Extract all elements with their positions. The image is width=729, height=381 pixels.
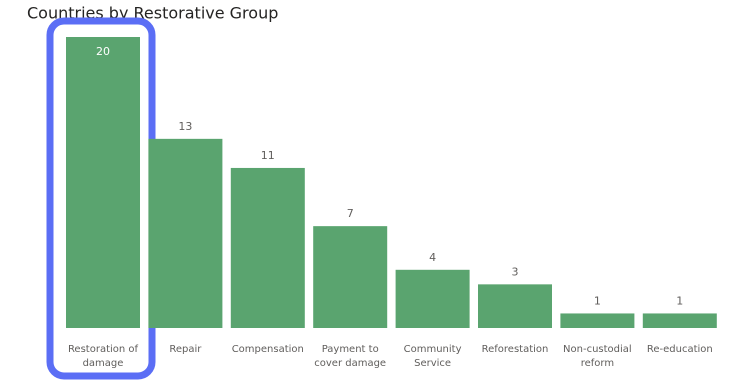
bar	[642, 313, 717, 328]
x-tick-label: Restoration of damage	[67, 344, 139, 369]
x-tick-label: Reforestation	[481, 344, 549, 355]
data-label: 4	[429, 251, 436, 264]
bar	[230, 167, 305, 328]
data-label: 1	[676, 294, 683, 307]
bar	[478, 284, 552, 328]
bar	[313, 226, 388, 328]
x-tick-label: Payment to cover damage	[314, 344, 387, 369]
data-label: 7	[347, 207, 354, 220]
data-label: 11	[261, 149, 275, 162]
data-label: 13	[178, 120, 192, 133]
x-tick-label: Compensation	[231, 344, 304, 355]
x-tick-label: Re-education	[646, 344, 713, 355]
data-label: 3	[512, 265, 519, 278]
data-label: 1	[594, 294, 601, 307]
bar	[560, 313, 635, 328]
bar	[148, 138, 223, 328]
x-tick-label: Repair	[169, 344, 202, 355]
x-tick-label: Community Service	[403, 344, 462, 369]
bar	[395, 269, 470, 328]
bar	[66, 37, 140, 328]
x-tick-label: Non-custodial reform	[563, 344, 632, 369]
data-label: 20	[96, 45, 110, 58]
